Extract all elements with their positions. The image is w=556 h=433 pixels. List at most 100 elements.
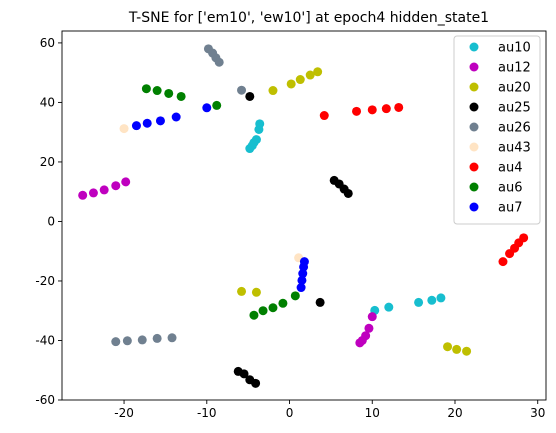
data-point-au26 — [111, 337, 121, 347]
legend-label-au10: au10 — [498, 41, 531, 56]
x-tick-label: 20 — [447, 406, 462, 420]
data-point-au4 — [367, 105, 377, 115]
data-point-au26 — [137, 335, 147, 345]
data-point-au20 — [268, 86, 278, 96]
data-point-au26 — [122, 336, 132, 346]
data-point-au4 — [519, 233, 529, 243]
data-point-au26 — [152, 333, 162, 343]
data-point-au10 — [427, 295, 437, 305]
data-point-au6 — [268, 303, 278, 313]
legend-marker-au4 — [469, 162, 479, 172]
data-point-au7 — [142, 118, 152, 128]
x-tick-label: 30 — [530, 406, 545, 420]
data-point-au4 — [319, 111, 329, 121]
data-point-au20 — [443, 342, 453, 352]
data-point-au4 — [498, 257, 508, 267]
data-point-au4 — [394, 102, 404, 112]
y-tick-label: -20 — [35, 274, 55, 288]
data-point-au43 — [119, 124, 129, 134]
data-point-au10 — [251, 135, 261, 145]
data-point-au25 — [251, 378, 261, 388]
data-point-au20 — [295, 75, 305, 85]
data-point-au20 — [462, 346, 472, 356]
legend-label-au26: au26 — [498, 121, 531, 136]
data-point-au6 — [290, 291, 300, 301]
data-points — [78, 44, 529, 388]
data-point-au26 — [167, 333, 177, 343]
x-tick-label: -10 — [197, 406, 217, 420]
data-point-au6 — [152, 86, 162, 96]
data-point-au25 — [315, 297, 325, 307]
axes: -20 -10 0 10 20 30 -60 -40 -20 0 20 40 60 — [35, 30, 547, 420]
data-point-au12 — [99, 185, 109, 195]
data-point-au7 — [296, 283, 306, 293]
legend-marker-au43 — [469, 142, 479, 152]
data-point-au12 — [367, 312, 377, 322]
data-point-au4 — [381, 104, 391, 114]
data-point-au7 — [299, 257, 309, 267]
data-point-au10 — [255, 119, 265, 129]
y-tick-label: 20 — [40, 155, 55, 169]
data-point-au25 — [245, 91, 255, 101]
legend-marker-au6 — [469, 182, 479, 192]
data-point-au7 — [155, 116, 165, 126]
legend: au10 au12 au20 au25 au26 au43 au4 au6 au7 — [453, 35, 541, 225]
legend-label-au7: au7 — [498, 201, 522, 216]
plot-frame — [61, 30, 547, 401]
chart-title: T-SNE for ['em10', 'ew10'] at epoch4 hid… — [128, 10, 489, 26]
data-point-au6 — [249, 310, 259, 320]
data-point-au12 — [364, 323, 374, 333]
legend-marker-au25 — [469, 102, 479, 112]
data-point-au26 — [237, 85, 247, 95]
data-point-au7 — [297, 275, 307, 285]
legend-marker-au10 — [469, 42, 479, 52]
data-point-au10 — [414, 297, 424, 307]
data-point-au12 — [121, 177, 131, 187]
legend-label-au25: au25 — [498, 101, 531, 116]
data-point-au12 — [111, 181, 121, 191]
data-point-au12 — [88, 188, 98, 198]
legend-marker-au7 — [469, 202, 479, 212]
x-tick-label: 0 — [286, 406, 294, 420]
legend-marker-au12 — [469, 62, 479, 72]
legend-label-au6: au6 — [498, 181, 522, 196]
x-tick-label: 10 — [365, 406, 380, 420]
data-point-au7 — [131, 121, 141, 131]
data-point-au10 — [436, 293, 446, 303]
y-tick-label: 40 — [40, 95, 55, 109]
legend-label-au20: au20 — [498, 81, 531, 96]
data-point-au6 — [212, 100, 222, 110]
y-tick-label: -40 — [35, 333, 55, 347]
data-point-au20 — [286, 79, 296, 89]
data-point-au10 — [384, 302, 394, 312]
data-point-au20 — [313, 67, 323, 77]
data-point-au20 — [305, 70, 315, 80]
data-point-au4 — [352, 106, 362, 116]
data-point-au7 — [171, 112, 181, 122]
data-point-au6 — [278, 298, 288, 308]
data-point-au7 — [202, 103, 212, 113]
data-point-au6 — [164, 88, 174, 98]
data-point-au6 — [141, 84, 151, 94]
data-point-au6 — [176, 91, 186, 101]
legend-marker-au26 — [469, 122, 479, 132]
legend-label-au12: au12 — [498, 61, 531, 76]
y-tick-label: 60 — [40, 36, 55, 50]
data-point-au20 — [251, 287, 261, 297]
y-tick-label: -60 — [35, 393, 55, 407]
data-point-au7 — [298, 269, 308, 279]
data-point-au6 — [258, 306, 268, 316]
data-point-au26 — [214, 57, 224, 67]
y-tick-label: 0 — [47, 214, 55, 228]
data-point-au25 — [239, 369, 249, 379]
data-point-au25 — [343, 188, 353, 198]
data-point-au12 — [78, 190, 88, 200]
legend-label-au43: au43 — [498, 141, 531, 156]
x-tick-label: -20 — [114, 406, 134, 420]
data-point-au20 — [237, 286, 247, 296]
legend-marker-au20 — [469, 82, 479, 92]
data-point-au20 — [452, 344, 462, 354]
data-point-au12 — [361, 331, 371, 341]
legend-label-au4: au4 — [498, 161, 522, 176]
